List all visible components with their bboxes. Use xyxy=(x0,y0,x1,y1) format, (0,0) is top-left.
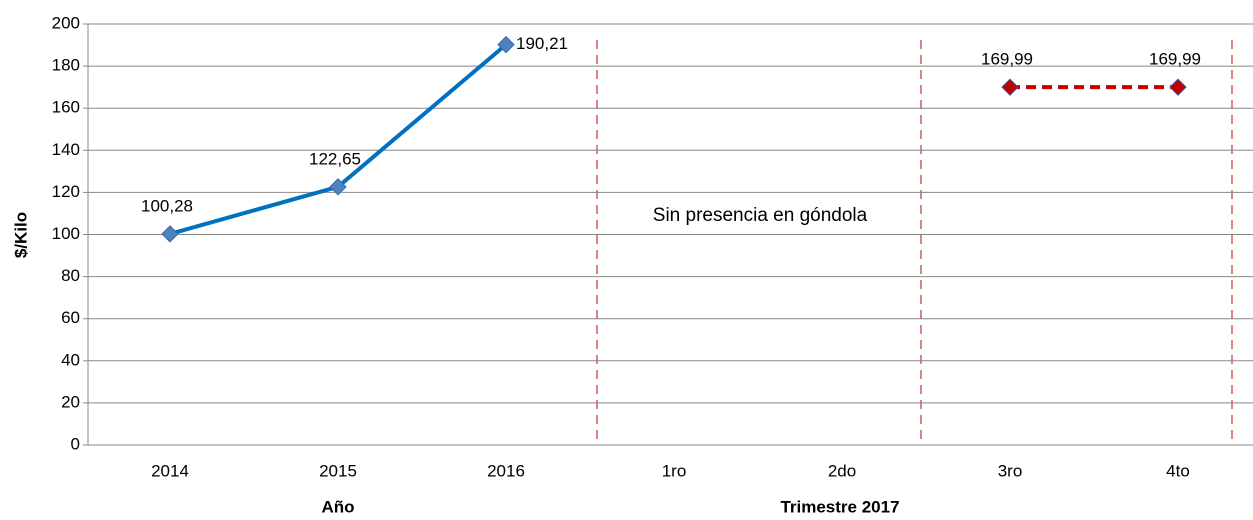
x-axis-label: Año xyxy=(321,497,354,516)
y-tick-label: 0 xyxy=(71,434,80,453)
y-tick-label: 160 xyxy=(52,98,80,117)
annotation: Sin presencia en góndola xyxy=(653,205,868,226)
series-line xyxy=(169,43,508,236)
x-tick-label: 2015 xyxy=(319,461,357,480)
data-label: 190,21 xyxy=(516,34,568,53)
x-tick-label: 2014 xyxy=(151,461,189,480)
data-label: 169,99 xyxy=(1149,50,1201,69)
y-tick-label: 140 xyxy=(52,140,80,159)
y-tick-label: 60 xyxy=(61,308,80,327)
marker xyxy=(497,35,515,54)
data-label: 100,28 xyxy=(141,196,193,215)
x-axis-label: Trimestre 2017 xyxy=(780,497,899,516)
y-tick-label: 200 xyxy=(52,13,80,32)
data-label: 169,99 xyxy=(981,50,1033,69)
marker xyxy=(161,225,179,243)
marker xyxy=(1169,78,1187,96)
x-tick-label: 3ro xyxy=(998,461,1023,480)
y-tick-label: 80 xyxy=(61,266,80,285)
x-tick-label: 1ro xyxy=(662,461,687,480)
marker xyxy=(1001,78,1019,96)
y-tick-label: 100 xyxy=(52,224,80,243)
y-tick-label: 40 xyxy=(61,350,80,369)
y-tick-label: 20 xyxy=(61,392,80,411)
data-label: 122,65 xyxy=(309,149,361,168)
y-tick-label: 120 xyxy=(52,182,80,201)
x-tick-label: 2016 xyxy=(487,461,525,480)
y-tick-label: 180 xyxy=(52,56,80,75)
y-axis-label: $/Kilo xyxy=(11,212,30,258)
x-tick-label: 4to xyxy=(1166,461,1190,480)
marker xyxy=(329,178,347,196)
x-tick-label: 2do xyxy=(828,461,856,480)
